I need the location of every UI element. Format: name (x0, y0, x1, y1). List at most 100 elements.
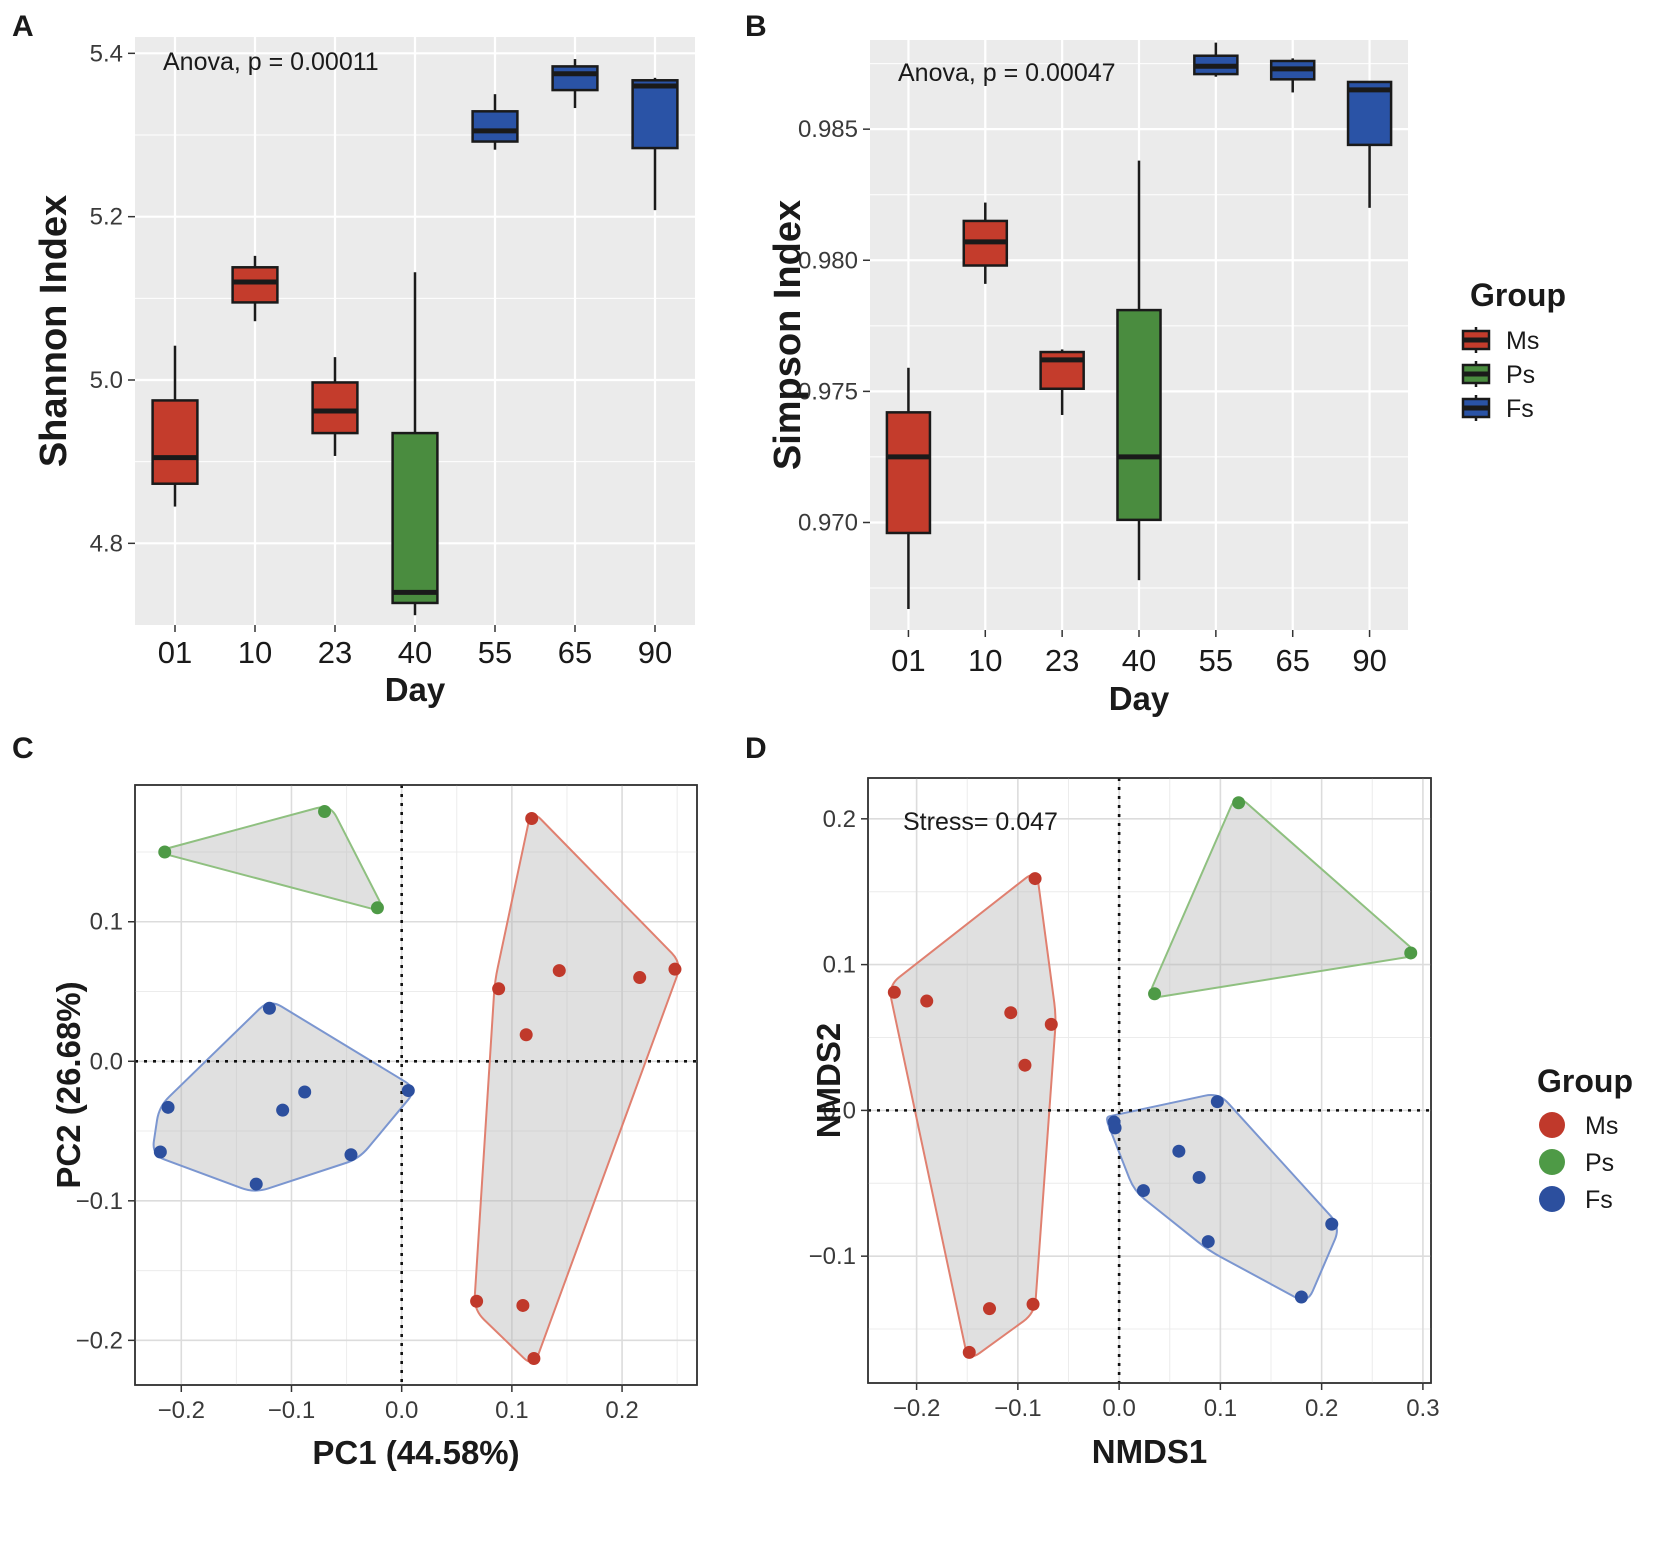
plot-border (867, 777, 1432, 1384)
panel-a-boxplot: 4.8 5.0 5.2 5.4 01 10 23 40 55 65 90 Anova, p = 0.0… (33, 37, 695, 708)
x-tick-label: 65 (558, 635, 592, 670)
legend-key-point (1539, 1186, 1565, 1212)
point-fs (1136, 1184, 1150, 1198)
panel-label-a: A (12, 10, 34, 43)
panel-label-c: C (12, 732, 34, 765)
point-fs (1294, 1290, 1308, 1304)
x-axis-title: Day (385, 671, 446, 708)
box-day-10 (962, 202, 1009, 284)
legend-item-label: Fs (1506, 395, 1534, 423)
point-ps (370, 901, 384, 915)
y-tick-label: 0.1 (90, 909, 123, 936)
box-day-40 (391, 272, 439, 616)
panel-d-scatter: −0.2 −0.1 0.0 0.1 0.2 0.3 −0.1 0.0 0.1 0.2 Stress=… (809, 777, 1440, 1470)
point-ms (633, 971, 647, 985)
x-tick-label: 55 (478, 635, 512, 670)
x-tick-label: 0.0 (385, 1397, 418, 1424)
box-day-55 (471, 94, 519, 150)
x-tick-label: 0.1 (1204, 1395, 1237, 1422)
series-ps (158, 805, 384, 915)
x-tick-label: 90 (1352, 643, 1386, 678)
box-day-40 (1116, 160, 1162, 581)
legend-item-ms: Ms (1461, 327, 1539, 355)
x-tick-label: 23 (1045, 643, 1079, 678)
box-iqr (391, 431, 439, 605)
point-ms (527, 1351, 541, 1365)
box-iqr (631, 79, 679, 150)
box-iqr (1116, 308, 1162, 522)
x-axis-title: NMDS1 (1092, 1433, 1208, 1470)
point-fs (1108, 1121, 1122, 1135)
plot-background (867, 777, 1432, 1384)
point-ms (962, 1345, 976, 1359)
plot-background (134, 784, 698, 1386)
box-day-23 (311, 357, 359, 456)
anova-annotation: Anova, p = 0.00011 (163, 48, 379, 76)
panel-label-d: D (745, 732, 767, 765)
x-tick-label: 01 (891, 643, 925, 678)
panel-label-b: B (745, 10, 767, 43)
y-tick-label: 5.2 (90, 204, 123, 231)
point-ps (1232, 796, 1246, 810)
hull-fs (152, 1002, 413, 1192)
x-tick-label: 55 (1199, 643, 1233, 678)
box-day-65 (551, 59, 599, 109)
point-fs (1325, 1217, 1339, 1231)
legend-key-point (1539, 1112, 1565, 1138)
x-tick-label: −0.1 (268, 1397, 315, 1424)
y-tick-label: 0.980 (798, 247, 858, 274)
anova-annotation: Anova, p = 0.00047 (898, 59, 1116, 87)
y-axis-title: PC2 (26.68%) (50, 981, 87, 1188)
point-ms (1004, 1006, 1018, 1020)
x-tick-label: 0.3 (1406, 1395, 1439, 1422)
point-ms (1044, 1017, 1058, 1031)
legend-item-label: Ps (1585, 1149, 1614, 1177)
box-iqr (1346, 80, 1393, 147)
series-ps (1148, 796, 1418, 1001)
series-ms (887, 872, 1058, 1359)
point-fs (1210, 1095, 1224, 1109)
x-tick-label: 10 (238, 635, 272, 670)
x-tick-label: 23 (318, 635, 352, 670)
box-day-10 (231, 255, 279, 322)
x-tick-label: −0.2 (158, 1397, 205, 1424)
x-tick-label: 90 (638, 635, 672, 670)
box-iqr (311, 381, 359, 435)
x-tick-label: 40 (1122, 643, 1156, 678)
point-ps (1404, 946, 1418, 960)
x-tick-label: 01 (158, 635, 192, 670)
point-ms (516, 1298, 530, 1312)
point-ms (920, 994, 934, 1008)
point-ms (470, 1294, 484, 1308)
point-fs (344, 1148, 358, 1162)
point-fs (1172, 1144, 1186, 1158)
legend-item-fs: Fs (1539, 1186, 1613, 1214)
y-tick-label: −0.2 (76, 1327, 123, 1354)
legend-item-ms: Ms (1539, 1112, 1618, 1140)
y-tick-label: 4.8 (90, 530, 123, 557)
legend-title: Group (1470, 277, 1566, 313)
box-iqr (551, 65, 599, 92)
point-fs (1201, 1235, 1215, 1249)
legend-key-point (1539, 1149, 1565, 1175)
point-ms (525, 811, 539, 825)
box-day-23 (1039, 349, 1085, 415)
panel-b-boxplot: 0.970 0.975 0.980 0.985 01 10 23 40 55 65 90 Anova,… (767, 40, 1408, 717)
x-axis-title: Day (1109, 680, 1170, 717)
point-ms (668, 962, 682, 976)
y-tick-label: −0.1 (76, 1188, 123, 1215)
box-iqr (885, 411, 932, 535)
y-axis-title: NMDS2 (810, 1023, 847, 1139)
box-day-65 (1269, 58, 1316, 93)
x-tick-label: 65 (1275, 643, 1309, 678)
point-ps (158, 845, 172, 859)
x-tick-label: −0.1 (994, 1395, 1041, 1422)
y-tick-label: 0.0 (823, 1097, 856, 1124)
point-ps (318, 805, 332, 819)
point-ms (1026, 1297, 1040, 1311)
point-ms (887, 985, 901, 999)
point-ps (1148, 987, 1162, 1001)
point-fs (276, 1103, 290, 1117)
y-tick-label: −0.1 (809, 1243, 856, 1270)
